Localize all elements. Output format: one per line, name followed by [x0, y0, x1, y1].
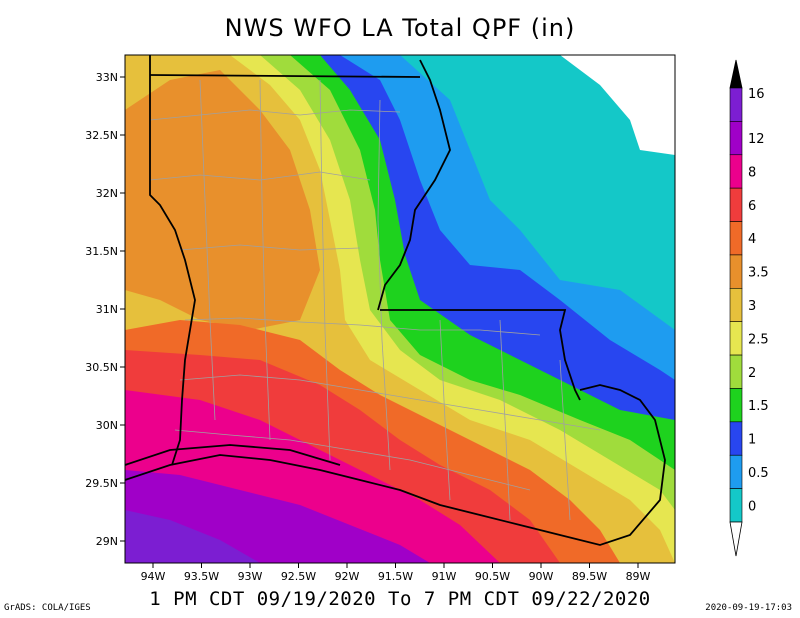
lat-tick-label: 30N: [96, 419, 118, 432]
lon-tick-label: 90.5W: [475, 570, 510, 583]
colorbar-label: 6: [748, 199, 756, 214]
colorbar-bottom-arrow: [729, 521, 743, 557]
colorbar-swatch: [729, 321, 743, 356]
lat-tick-label: 33N: [96, 71, 118, 84]
colorbar-label: 1.5: [748, 399, 769, 414]
lat-tick-label: 31.5N: [85, 245, 118, 258]
colorbar-top-arrow: [729, 59, 743, 89]
lon-tick-label: 91.5W: [378, 570, 413, 583]
lon-tick-label: 89.5W: [572, 570, 607, 583]
colorbar-label: 12: [748, 132, 765, 147]
colorbar-label: 3.5: [748, 266, 769, 281]
generation-timestamp: 2020-09-19-17:03: [705, 603, 792, 613]
colorbar-swatch: [729, 121, 743, 156]
lon-tick-label: 91W: [432, 570, 457, 583]
colorbar-label: 3: [748, 299, 756, 314]
colorbar-swatch: [729, 488, 743, 523]
lat-tick-label: 32.5N: [85, 129, 118, 142]
colorbar-swatch: [729, 454, 743, 489]
colorbar-swatch: [729, 254, 743, 289]
lon-tick-label: 94W: [141, 570, 166, 583]
lon-tick-label: 89W: [626, 570, 651, 583]
colorbar-label: 0: [748, 499, 756, 514]
colorbar-label: 8: [748, 165, 756, 180]
lon-tick-label: 93W: [238, 570, 263, 583]
lat-tick-label: 29N: [96, 535, 118, 548]
colorbar-swatch: [729, 288, 743, 322]
colorbar-label: 2.5: [748, 332, 769, 347]
colorbar-swatch: [729, 87, 743, 122]
lon-tick-label: 92W: [335, 570, 360, 583]
colorbar-label: 4: [748, 232, 756, 247]
qpf-band-16: [125, 510, 260, 563]
lat-tick-label: 31N: [96, 303, 118, 316]
colorbar-swatch: [729, 354, 743, 389]
lon-tick-label: 90W: [529, 570, 554, 583]
state-boundaries: [125, 55, 666, 546]
colorbar: 16 12 8 6 4 3.5 3 2.5 2 1.5 1 0.5 0: [729, 59, 769, 557]
lat-tick-label: 32N: [96, 187, 118, 200]
colorbar-swatch: [729, 154, 743, 189]
valid-time-subtitle: 1 PM CDT 09/19/2020 To 7 PM CDT 09/22/20…: [149, 588, 651, 610]
longitude-axis: 94W 93.5W 93W 92.5W 92W 91.5W 91W 90.5W 90W 89.5W…: [141, 563, 651, 583]
qpf-band-3_5: [125, 70, 320, 330]
lat-tick-label: 30.5N: [85, 361, 118, 374]
lon-tick-label: 93.5W: [184, 570, 219, 583]
colorbar-label: 1: [748, 433, 756, 448]
lon-tick-label: 92.5W: [281, 570, 316, 583]
grads-credit: GrADS: COLA/IGES: [4, 603, 91, 613]
colorbar-swatch: [729, 388, 743, 423]
colorbar-label: 16: [748, 87, 765, 102]
colorbar-swatch: [729, 187, 743, 222]
colorbar-label: 2: [748, 366, 756, 381]
colorbar-label: 0.5: [748, 466, 769, 481]
chart-title: NWS WFO LA Total QPF (in): [224, 14, 576, 42]
lat-tick-label: 29.5N: [85, 477, 118, 490]
colorbar-swatch: [729, 221, 743, 256]
parish-boundaries: [149, 79, 601, 521]
colorbar-swatch: [729, 421, 743, 456]
latitude-axis: 33N 32.5N 32N 31.5N 31N 30.5N 30N 29.5N 29N: [85, 71, 125, 548]
qpf-contour-field: [125, 55, 675, 563]
